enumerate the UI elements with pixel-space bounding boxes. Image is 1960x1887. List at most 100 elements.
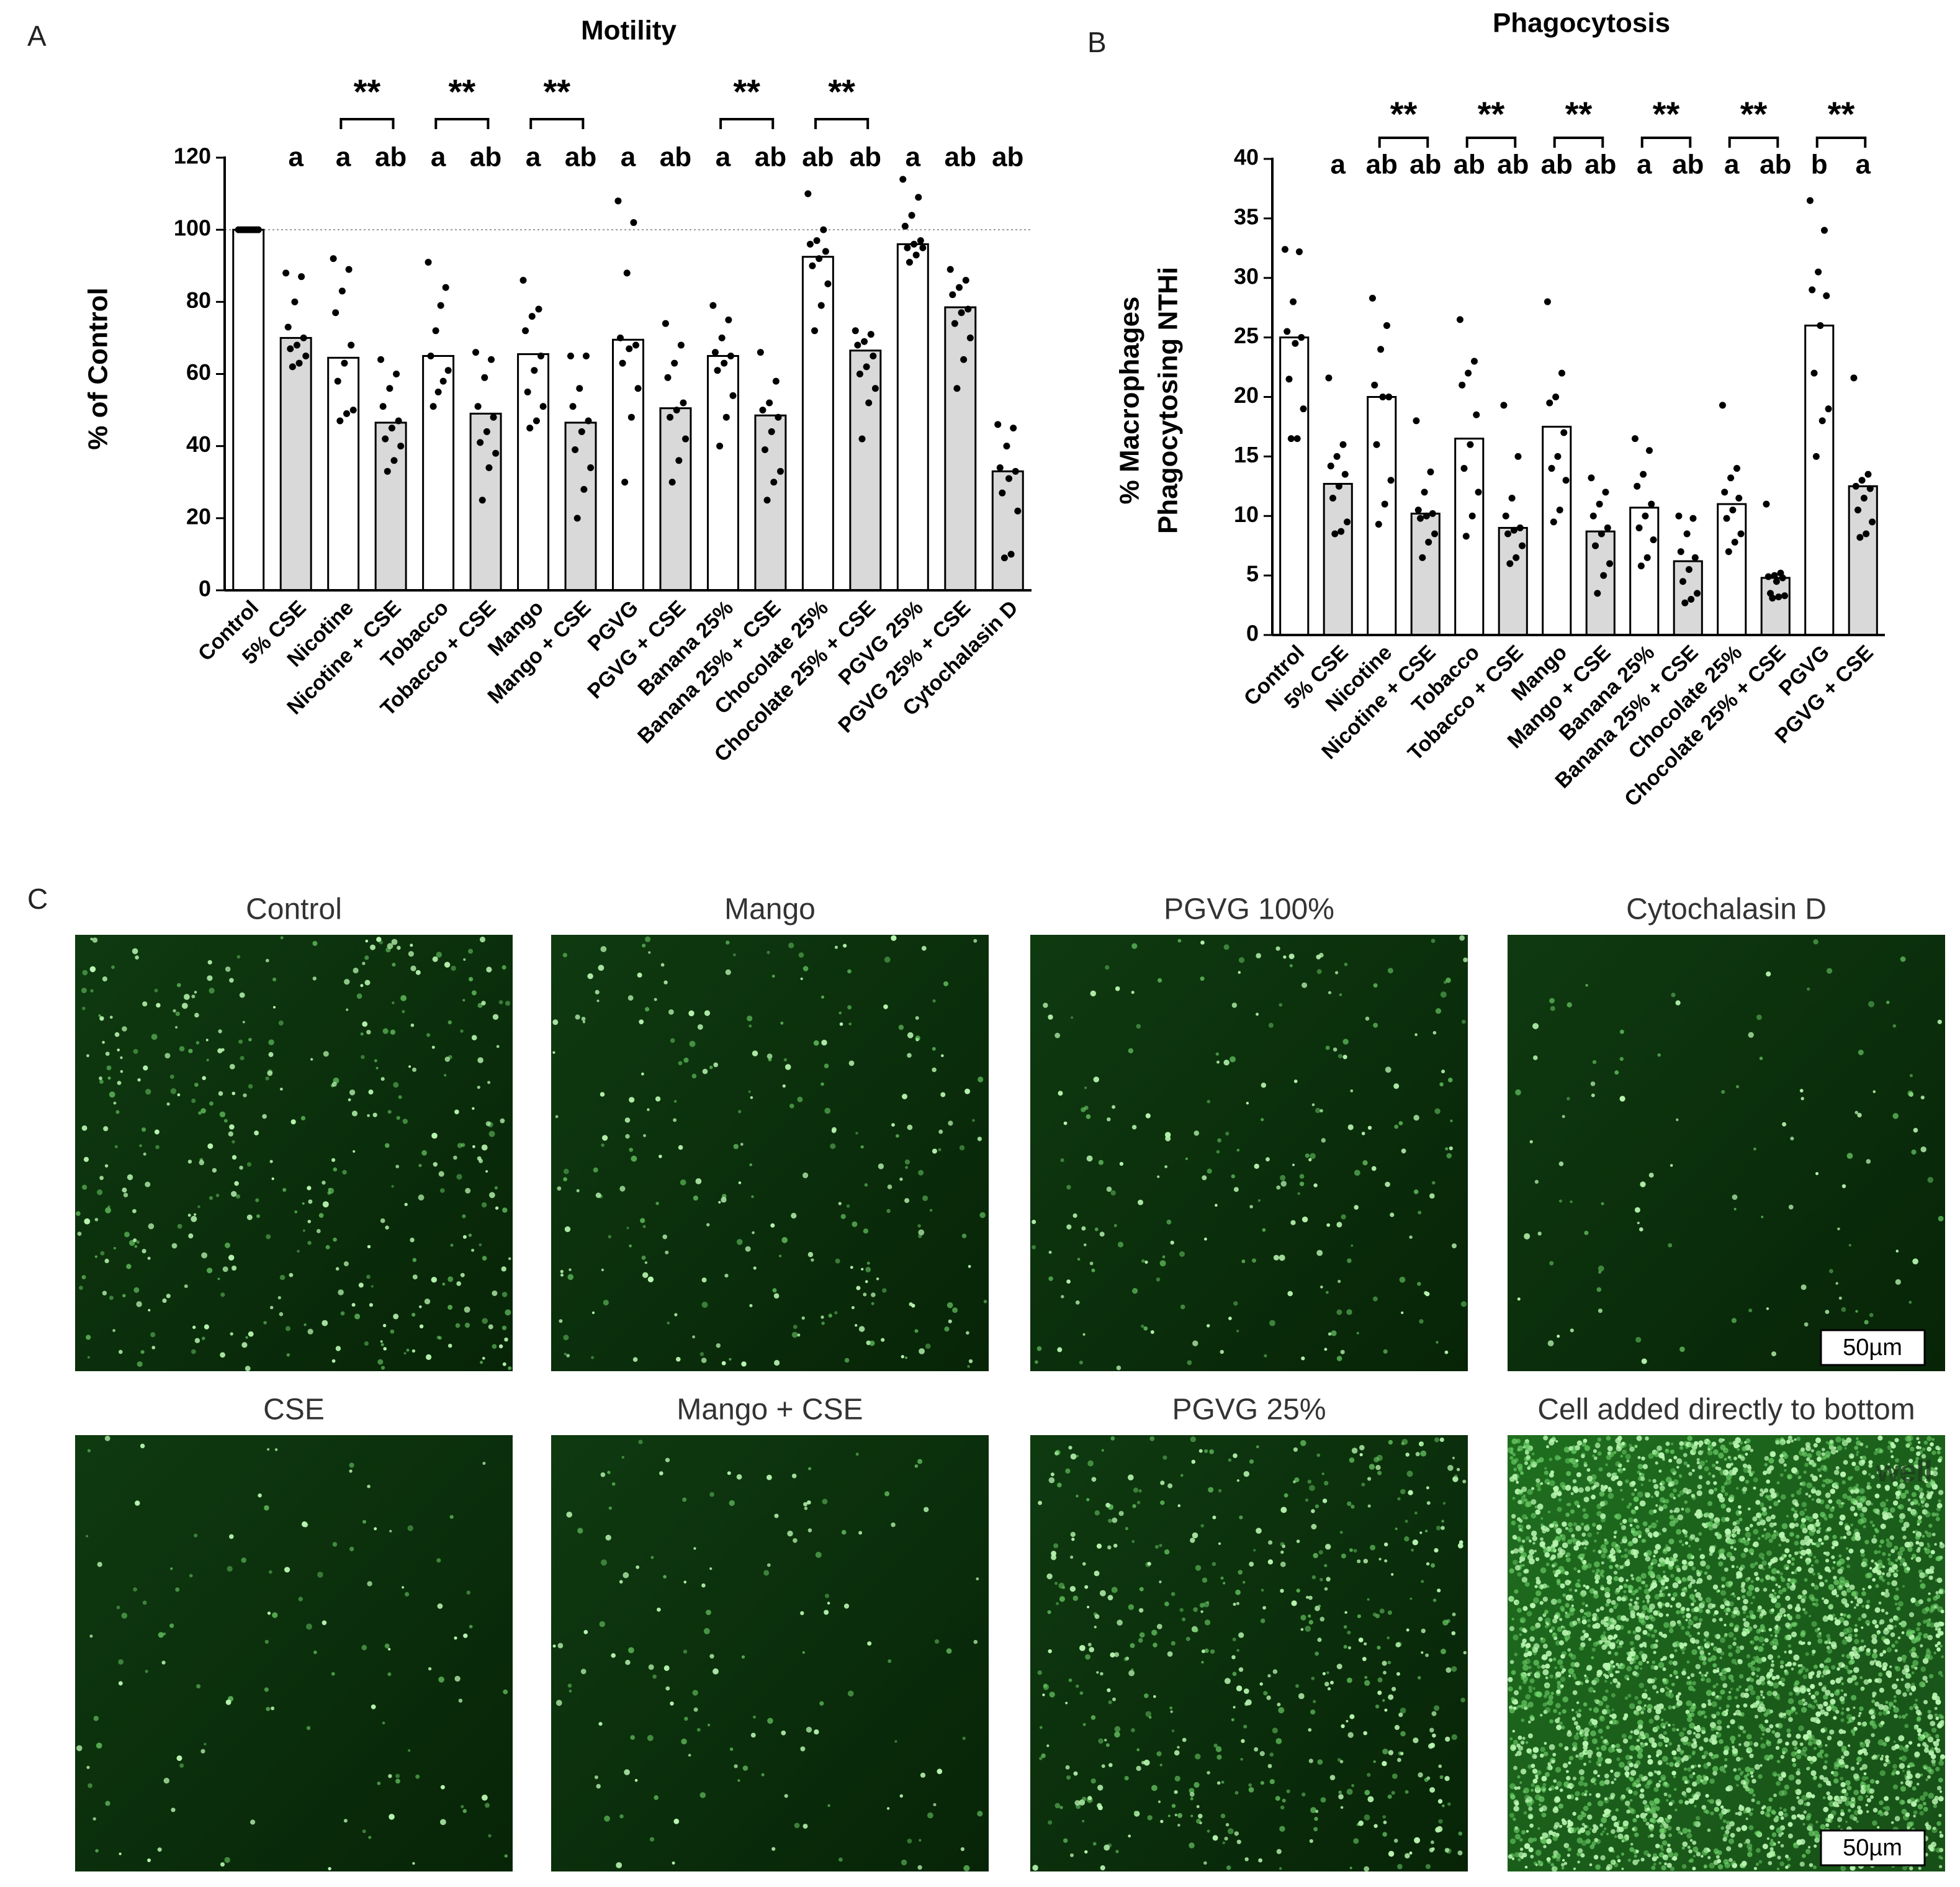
- cell-dot: [1231, 1655, 1236, 1660]
- cell-dot: [1936, 1738, 1940, 1742]
- cell-dot: [229, 1534, 234, 1539]
- cell-dot: [1756, 1014, 1762, 1020]
- cell-dot: [256, 1214, 260, 1218]
- cell-dot: [102, 1040, 105, 1044]
- cell-dot: [1731, 1613, 1736, 1618]
- cell-dot: [95, 1849, 99, 1853]
- cell-dot: [1699, 1746, 1704, 1751]
- cell-dot: [444, 1056, 450, 1062]
- cell-dot: [362, 1520, 366, 1524]
- cell-dot: [1583, 1513, 1589, 1520]
- cell-dot: [1337, 1279, 1341, 1283]
- cell-dot: [1911, 1600, 1915, 1603]
- cell-dot: [1444, 1776, 1450, 1781]
- cell-dot: [258, 1493, 262, 1498]
- cell-dot: [1533, 1597, 1539, 1604]
- cell-dot: [321, 1320, 328, 1326]
- cell-dot: [1212, 1835, 1218, 1841]
- cell-dot: [1395, 1527, 1398, 1531]
- cell-dot: [1762, 1844, 1768, 1850]
- data-point: [490, 413, 497, 421]
- cell-dot: [1736, 1565, 1739, 1569]
- cell-dot: [643, 1134, 646, 1137]
- cell-dot: [1913, 1128, 1918, 1133]
- cell-dot: [1786, 1597, 1789, 1600]
- cell-dot: [593, 1167, 598, 1173]
- data-point: [668, 479, 676, 486]
- cell-dot: [1401, 1148, 1406, 1154]
- cell-dot: [1821, 1687, 1827, 1692]
- cell-dot: [1082, 1819, 1085, 1822]
- cell-dot: [1556, 1857, 1561, 1862]
- cell-dot: [1760, 1764, 1763, 1767]
- cell-dot: [1299, 1174, 1305, 1179]
- cell-dot: [1792, 1662, 1797, 1666]
- data-point: [677, 341, 685, 349]
- cell-dot: [391, 1185, 394, 1188]
- cell-dot: [161, 1660, 166, 1665]
- cell-dot: [1851, 1716, 1856, 1720]
- cell-dot: [1400, 1488, 1406, 1495]
- cell-dot: [1419, 1319, 1424, 1324]
- data-point: [757, 349, 764, 356]
- cell-dot: [1575, 1445, 1580, 1451]
- cell-dot: [1046, 1744, 1050, 1747]
- cell-dot: [876, 1277, 879, 1281]
- cell-dot: [575, 1014, 580, 1020]
- cell-dot: [1846, 1707, 1850, 1711]
- cell-dot: [1112, 1517, 1118, 1523]
- cell-dot: [137, 1078, 141, 1082]
- cell-dot: [1534, 1585, 1538, 1588]
- data-point: [1721, 489, 1728, 496]
- cell-dot: [887, 1184, 892, 1189]
- cell-dot: [1640, 1181, 1646, 1187]
- cell-dot: [1681, 1670, 1686, 1676]
- cell-dot: [97, 1189, 103, 1196]
- cell-dot: [1635, 1597, 1640, 1600]
- cell-dot: [1071, 1532, 1074, 1535]
- data-point: [1470, 358, 1478, 365]
- cell-dot: [1447, 1465, 1454, 1471]
- cell-dot: [667, 1322, 670, 1325]
- cell-dot: [1858, 1459, 1865, 1466]
- cell-dot: [286, 1353, 290, 1357]
- cell-dot: [1745, 1452, 1748, 1456]
- cell-dot: [1712, 1663, 1717, 1668]
- cell-dot: [748, 1090, 751, 1093]
- cell-dot: [1726, 1552, 1732, 1558]
- cell-dot: [1877, 1435, 1883, 1441]
- cell-dot: [1614, 1835, 1617, 1839]
- cell-dot: [1349, 1714, 1355, 1719]
- cell-dot: [1612, 1665, 1616, 1668]
- cell-dot: [566, 1354, 570, 1358]
- cell-dot: [1840, 1777, 1844, 1781]
- cell-dot: [1730, 1719, 1735, 1724]
- cell-dot: [367, 1484, 371, 1488]
- cell-dot: [1517, 1490, 1524, 1495]
- cell-dot: [1436, 1826, 1443, 1832]
- cell-dot: [323, 1051, 329, 1057]
- cell-dot: [1805, 1515, 1810, 1521]
- cell-dot: [1828, 1499, 1833, 1504]
- cell-dot: [937, 1768, 943, 1775]
- cell-dot: [494, 1186, 498, 1190]
- cell-dot: [1591, 1738, 1598, 1744]
- cell-dot: [132, 1209, 137, 1214]
- cell-dot: [1854, 1110, 1858, 1115]
- cell-dot: [1928, 1655, 1933, 1660]
- cell-dot: [1786, 1582, 1790, 1587]
- cell-dot: [766, 950, 770, 954]
- cell-dot: [1754, 1572, 1758, 1577]
- y-tick-label: 35: [1234, 204, 1259, 229]
- data-point: [1293, 435, 1301, 443]
- significance-letter: ab: [1672, 150, 1704, 180]
- significance-stars: **: [449, 72, 476, 111]
- cell-dot: [1746, 1734, 1752, 1740]
- data-point: [1560, 429, 1568, 436]
- cell-dot: [1878, 1672, 1883, 1677]
- cell-dot: [1623, 1583, 1628, 1588]
- cell-dot: [1908, 1300, 1912, 1304]
- data-point: [1642, 512, 1649, 520]
- cell-dot: [1892, 1481, 1898, 1487]
- cell-dot: [1917, 1519, 1922, 1524]
